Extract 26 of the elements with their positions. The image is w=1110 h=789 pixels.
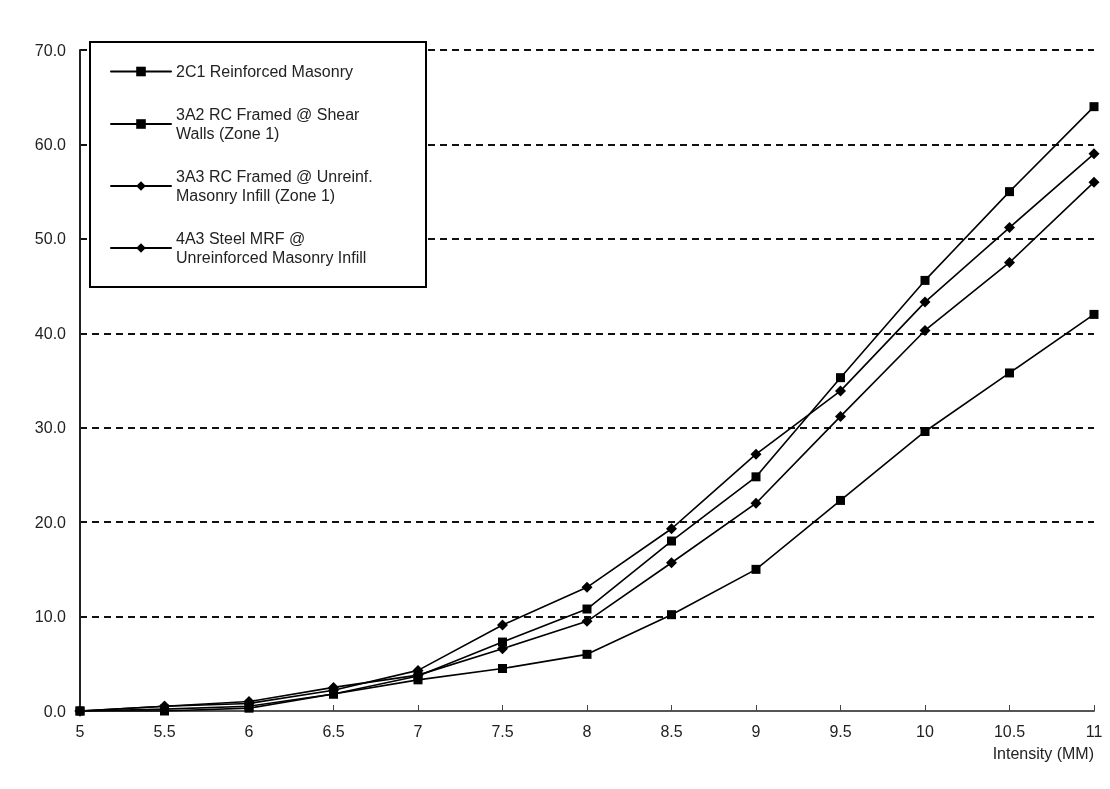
y-tick-label: 30.0 — [34, 419, 67, 437]
x-tick-label: 9.5 — [829, 722, 852, 740]
x-tick-label: 7 — [413, 722, 423, 740]
y-tick-label: 20.0 — [34, 513, 67, 531]
legend-label: 3A3 RC Framed @ Unreinf. Masonry Infill (Zone 1) — [176, 168, 378, 204]
x-tick-label: 11 — [1085, 722, 1103, 740]
x-tick-label: 10.5 — [993, 722, 1026, 740]
legend-label: 4A3 Steel MRF @ Unreinforced Masonry Infill — [176, 230, 367, 266]
x-tick-label: 5 — [75, 722, 85, 740]
x-tick-label: 10 — [916, 722, 934, 740]
x-tick-label: 7.5 — [491, 722, 514, 740]
x-tick-label: 9 — [751, 722, 761, 740]
y-tick-label: 60.0 — [34, 135, 67, 153]
y-tick-label: 10.0 — [34, 608, 67, 626]
x-tick-label: 5.5 — [153, 722, 176, 740]
x-tick-label: 6 — [244, 722, 254, 740]
x-tick-label: 6.5 — [322, 722, 345, 740]
y-tick-label: 70.0 — [34, 41, 67, 59]
y-tick-label: 0.0 — [43, 702, 67, 720]
legend-label: 3A2 RC Framed @ Shear Walls (Zone 1) — [176, 106, 364, 142]
x-tick-label: 8 — [582, 722, 592, 740]
y-tick-label: 50.0 — [34, 230, 67, 248]
x-axis-title: Intensity (MM) — [992, 744, 1094, 762]
x-tick-label: 8.5 — [660, 722, 683, 740]
y-tick-label: 40.0 — [34, 324, 67, 342]
legend-label: 2C1 Reinforced Masonry — [176, 63, 353, 80]
